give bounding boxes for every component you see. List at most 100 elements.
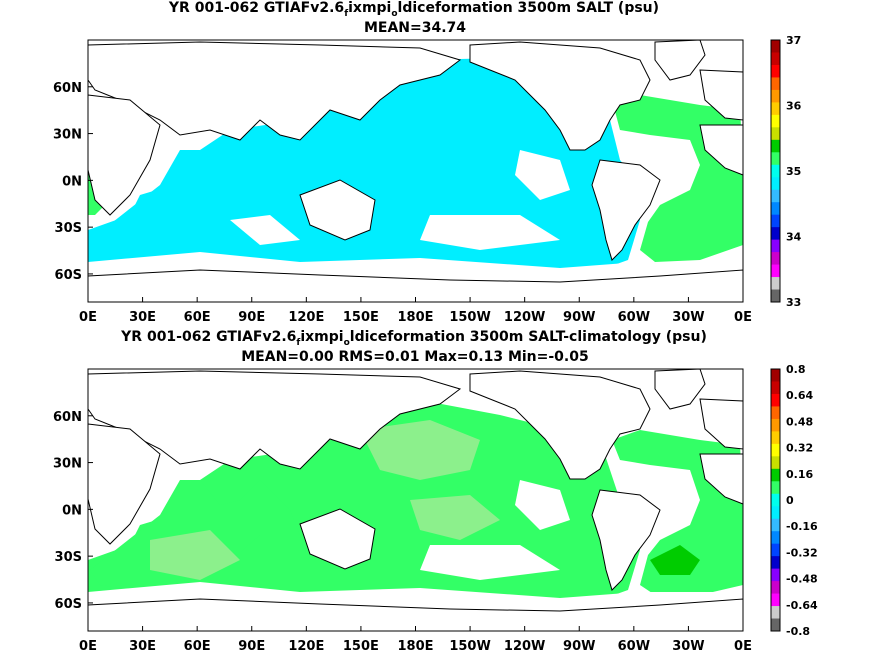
colorbar-label: -0.16	[786, 520, 818, 533]
x-tick-label: 120E	[288, 639, 324, 654]
panel-1-x-axis: 0E 30E 60E 90E 120E 150E 180E 150W 120W 90W 60W 30W…	[79, 297, 752, 325]
colorbar-swatch	[771, 456, 780, 470]
colorbar-swatch	[771, 369, 780, 382]
x-tick-label: 150E	[343, 639, 379, 654]
x-tick-label: 0E	[79, 310, 97, 325]
colorbar-label: 0.8	[786, 363, 806, 376]
panel-1-land-australia	[299, 179, 376, 241]
panel-1-subtitle: MEAN=34.74	[364, 20, 466, 36]
y-tick-label: 60S	[55, 268, 82, 283]
x-tick-label: 30E	[129, 310, 156, 325]
panel-2-ocean-light-2	[410, 495, 500, 540]
colorbar-swatch	[771, 114, 780, 128]
x-tick-label: 90W	[563, 310, 595, 325]
colorbar-label: 0.16	[786, 468, 813, 481]
panel-2-land-north-america	[469, 370, 651, 480]
colorbar-swatch	[771, 406, 780, 420]
colorbar-label: -0.32	[786, 546, 818, 559]
colorbar-swatch	[771, 381, 780, 395]
x-tick-label: 30W	[672, 310, 704, 325]
colorbar-swatch	[771, 581, 780, 595]
colorbar-swatch	[771, 252, 780, 266]
x-tick-label: 90W	[563, 639, 595, 654]
x-tick-label: 0E	[79, 639, 97, 654]
colorbar-swatch	[771, 52, 780, 66]
x-tick-label: 180E	[397, 639, 433, 654]
colorbar-swatch	[771, 556, 780, 570]
y-tick-label: 60S	[55, 597, 82, 612]
colorbar-swatch	[771, 543, 780, 557]
colorbar-label: 0.32	[786, 442, 813, 455]
y-tick-label: 30S	[55, 550, 82, 565]
x-tick-label: 120W	[504, 310, 545, 325]
colorbar-swatch	[771, 606, 780, 620]
x-tick-label: 60W	[618, 639, 650, 654]
colorbar-frame	[770, 39, 781, 303]
panel-1-gap-2	[420, 215, 560, 250]
colorbar-label: 0	[786, 494, 794, 507]
colorbar-swatch	[771, 64, 780, 78]
colorbar-swatch	[771, 227, 780, 241]
colorbar-swatch	[771, 468, 780, 482]
colorbar-swatch	[771, 443, 780, 457]
colorbar-swatch	[771, 264, 780, 278]
colorbar-swatch	[771, 177, 780, 191]
colorbar-swatch	[771, 77, 780, 91]
panel-1-title: YR 001-062 GTIAFv2.6fixmpioldiceformatio…	[168, 0, 659, 19]
colorbar-swatch	[771, 127, 780, 141]
panel-2-ocean-light-3	[150, 530, 240, 580]
x-tick-label: 150E	[343, 310, 379, 325]
panel-2-land-south-america	[591, 489, 661, 591]
y-tick-label: 0N	[62, 174, 82, 189]
colorbar-swatch	[771, 189, 780, 203]
colorbar-swatch	[771, 214, 780, 228]
colorbar-frame	[770, 368, 781, 632]
colorbar-swatch	[771, 618, 780, 632]
colorbar-label: 35	[786, 165, 801, 178]
x-tick-label: 60W	[618, 310, 650, 325]
colorbar-swatch	[771, 102, 780, 116]
x-tick-label: 90E	[238, 310, 265, 325]
panel-1-gap-3	[515, 150, 570, 200]
colorbar-swatch	[771, 164, 780, 178]
colorbar-swatch	[771, 418, 780, 432]
y-tick-label: 30N	[53, 128, 82, 143]
colorbar-label: 0.64	[786, 389, 813, 402]
panel-2-land-australia	[299, 508, 376, 570]
colorbar-swatch	[771, 289, 780, 303]
x-tick-label: 180E	[397, 310, 433, 325]
x-tick-label: 0E	[734, 310, 752, 325]
colorbar-label: -0.48	[786, 573, 818, 586]
panel-2-land-africa-west	[699, 453, 744, 505]
panel-1-map	[87, 39, 744, 303]
panel-1-land-africa-west	[699, 124, 744, 176]
x-tick-label: 60E	[184, 639, 211, 654]
x-tick-label: 150W	[449, 639, 490, 654]
colorbar-swatch	[771, 40, 780, 53]
colorbar-swatch	[771, 202, 780, 216]
y-tick-label: 60N	[53, 410, 82, 425]
panel-1-colorbar: 37 36 35 34 33	[770, 34, 802, 309]
colorbar-swatch	[771, 568, 780, 582]
panel-2-title: YR 001-062 GTIAFv2.6fixmpioldiceformatio…	[120, 329, 707, 348]
panel-2-gap-2	[420, 545, 560, 580]
colorbar-swatch	[771, 239, 780, 253]
panel-1-gap-4	[230, 215, 300, 245]
y-tick-label: 30N	[53, 457, 82, 472]
panel-2-atlantic-dark	[650, 545, 700, 575]
y-tick-label: 60N	[53, 81, 82, 96]
x-tick-label: 120E	[288, 310, 324, 325]
y-tick-label: 30S	[55, 221, 82, 236]
x-tick-label: 120W	[504, 639, 545, 654]
colorbar-label: 37	[786, 34, 801, 47]
x-tick-label: 60E	[184, 310, 211, 325]
panel-2-ocean-light-1	[360, 420, 480, 480]
y-tick-label: 0N	[62, 503, 82, 518]
panel-1-y-axis: 60N 30N 0N 30S 60S	[53, 81, 93, 283]
panel-2: YR 001-062 GTIAFv2.6fixmpioldiceformatio…	[53, 329, 818, 654]
colorbar-swatch	[771, 431, 780, 445]
x-tick-label: 150W	[449, 310, 490, 325]
panel-1-land-south-america	[591, 159, 661, 261]
colorbar-swatch	[771, 277, 780, 291]
